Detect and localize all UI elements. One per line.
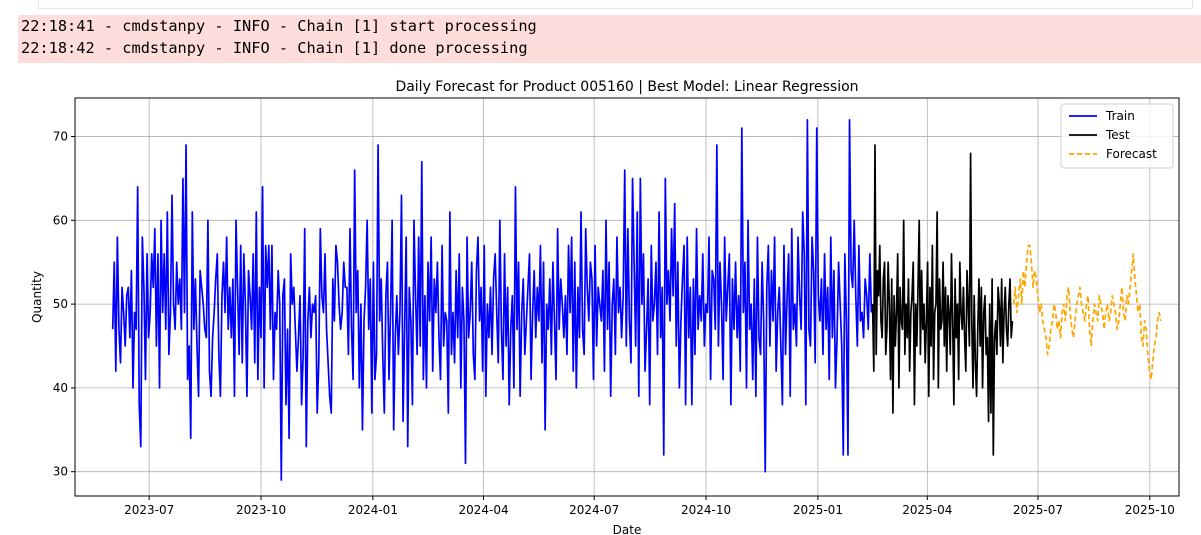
x-tick-label: 2024-10 <box>681 503 731 517</box>
log-line-done: 22:18:42 - cmdstanpy - INFO - Chain [1] … <box>21 39 528 57</box>
x-axis-label: Date <box>613 523 642 535</box>
x-tick-label: 2025-01 <box>793 503 843 517</box>
x-tick-label: 2023-07 <box>124 503 174 517</box>
log-line-start: 22:18:41 - cmdstanpy - INFO - Chain [1] … <box>21 17 537 35</box>
legend-label: Train <box>1105 109 1135 123</box>
y-tick-label: 40 <box>53 381 68 395</box>
y-axis-ticks: 30 40 50 60 70 <box>53 130 75 479</box>
legend-label: Test <box>1105 128 1130 142</box>
legend-label: Forecast <box>1106 147 1157 161</box>
series-train-line <box>111 118 873 481</box>
x-tick-label: 2025-10 <box>1125 503 1175 517</box>
series-test-line <box>871 144 1014 456</box>
series-lines <box>111 118 1162 481</box>
series-forecast-line <box>1012 244 1162 381</box>
x-axis-ticks: 2023-07 2023-10 2024-01 2024-04 2024-07 2024-… <box>124 496 1175 517</box>
x-tick-label: 2024-07 <box>569 503 619 517</box>
y-tick-label: 60 <box>53 213 68 227</box>
x-tick-label: 2025-04 <box>902 503 952 517</box>
previous-cell-bottom-border <box>38 0 1193 9</box>
plot-area-frame <box>74 97 1180 497</box>
legend-box <box>1060 103 1174 169</box>
y-tick-label: 50 <box>53 297 68 311</box>
x-tick-label: 2024-01 <box>348 503 398 517</box>
y-axis-label: Quantity <box>30 271 44 323</box>
x-tick-label: 2024-04 <box>458 503 508 517</box>
stderr-log-output: 22:18:41 - cmdstanpy - INFO - Chain [1] … <box>18 15 1201 63</box>
x-tick-label: 2023-10 <box>236 503 286 517</box>
y-tick-label: 70 <box>53 130 68 144</box>
y-tick-label: 30 <box>53 465 68 479</box>
chart-title: Daily Forecast for Product 005160 | Best… <box>395 79 858 95</box>
legend: Train Test Forecast <box>1060 103 1174 169</box>
x-tick-label: 2025-07 <box>1013 503 1063 517</box>
